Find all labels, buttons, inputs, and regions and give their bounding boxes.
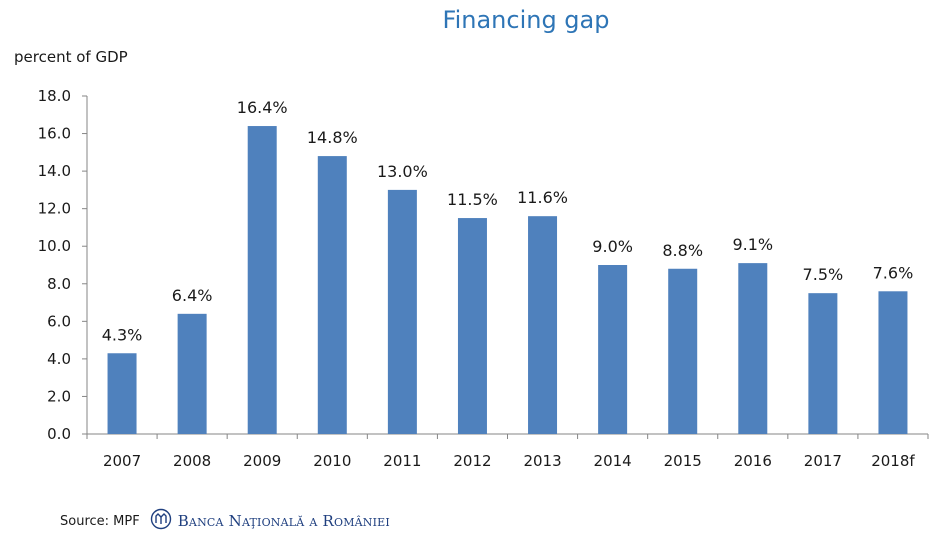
bar: [738, 263, 768, 434]
data-label: 11.6%: [517, 188, 568, 207]
data-label: 4.3%: [102, 325, 143, 344]
y-tick-label: 6.0: [47, 312, 71, 330]
data-label: 7.6%: [873, 263, 914, 282]
bar: [177, 313, 207, 434]
x-tick-label: 2014: [594, 452, 632, 470]
x-tick-label: 2013: [523, 452, 561, 470]
bar: [668, 268, 698, 434]
x-tick-label: 2009: [243, 452, 281, 470]
bank-name: Banca Naţională a României: [177, 512, 390, 530]
data-label: 11.5%: [447, 190, 498, 209]
y-tick-label: 4.0: [47, 350, 71, 368]
bar: [528, 216, 558, 434]
source-note: Source: MPF: [60, 513, 140, 529]
x-tick-label: 2018f: [871, 452, 915, 470]
y-tick-label: 0.0: [47, 425, 71, 443]
y-tick-label: 16.0: [38, 125, 71, 143]
x-tick-label: 2010: [313, 452, 351, 470]
y-tick-label: 8.0: [47, 275, 71, 293]
x-tick-labels: 2007 2008 2009 2010 2011 2012 2013 2014 2015 2016…: [103, 452, 915, 470]
data-label: 14.8%: [307, 128, 358, 147]
y-tick-label: 12.0: [38, 200, 71, 218]
y-tick-label: 10.0: [38, 237, 71, 255]
x-tick-label: 2017: [804, 452, 842, 470]
bar: [317, 156, 347, 435]
chart-title: Financing gap: [443, 6, 610, 34]
x-tick-label: 2007: [103, 452, 141, 470]
bars: [107, 126, 908, 435]
data-label: 7.5%: [803, 265, 844, 284]
bar: [387, 189, 417, 434]
bar: [107, 353, 137, 434]
data-label: 9.1%: [732, 235, 773, 254]
bar: [457, 218, 487, 434]
bar: [808, 293, 838, 434]
y-tick-label: 2.0: [47, 387, 71, 405]
bnr-emblem-icon: [150, 508, 172, 534]
axes: [82, 95, 929, 439]
data-labels: 4.3% 6.4% 16.4% 14.8% 13.0% 11.5% 11.6% 9.0% 8.8…: [102, 98, 914, 344]
x-tick-label: 2008: [173, 452, 211, 470]
data-label: 6.4%: [172, 286, 213, 305]
y-axis-label: percent of GDP: [14, 48, 128, 66]
x-tick-label: 2015: [664, 452, 702, 470]
bar: [247, 126, 277, 435]
y-tick-label: 14.0: [38, 162, 71, 180]
x-tick-label: 2012: [453, 452, 491, 470]
footer: Source: MPF Banca Naţională a României: [60, 508, 390, 534]
data-label: 8.8%: [662, 241, 703, 260]
y-tick-label: 18.0: [38, 87, 71, 105]
data-label: 13.0%: [377, 162, 428, 181]
data-label: 9.0%: [592, 237, 633, 256]
financing-gap-chart: Financing gap percent of GDP 4.3% 6.4% 16.…: [14, 6, 929, 470]
data-label: 16.4%: [237, 98, 288, 117]
bar: [598, 265, 628, 434]
bank-logo: Banca Naţională a României: [150, 508, 390, 534]
y-tick-labels: 0.0 2.0 4.0 6.0 8.0 10.0 12.0 14.0 16.0 18.0: [38, 87, 71, 443]
x-tick-label: 2016: [734, 452, 772, 470]
x-tick-label: 2011: [383, 452, 421, 470]
bar: [878, 291, 908, 434]
